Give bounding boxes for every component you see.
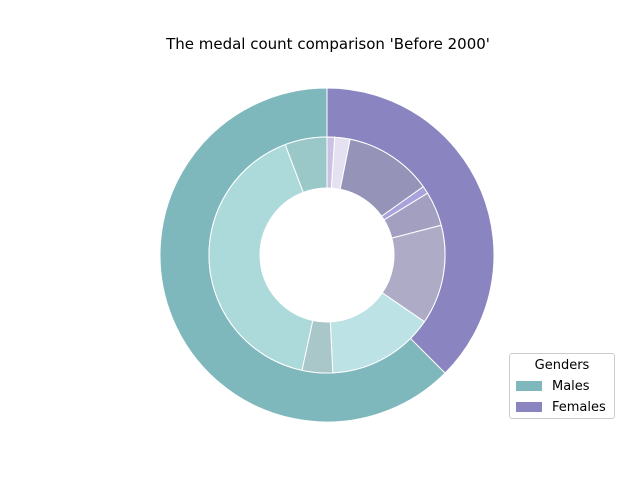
chart-title: The medal count comparison 'Before 2000' [165,35,490,53]
inner-ring [208,136,446,374]
legend-label-females: Females [552,399,606,415]
legend-swatch-males [516,381,542,391]
inner-wedge-8 [208,143,314,371]
legend-swatch-females [516,402,542,412]
legend-item-females: Females [516,399,606,415]
legend-item-males: Males [516,378,590,394]
legend-title: Genders [534,358,590,373]
legend: Genders Males Females [509,353,615,419]
inner-wedge-9 [284,136,328,193]
legend-label-males: Males [552,378,590,394]
